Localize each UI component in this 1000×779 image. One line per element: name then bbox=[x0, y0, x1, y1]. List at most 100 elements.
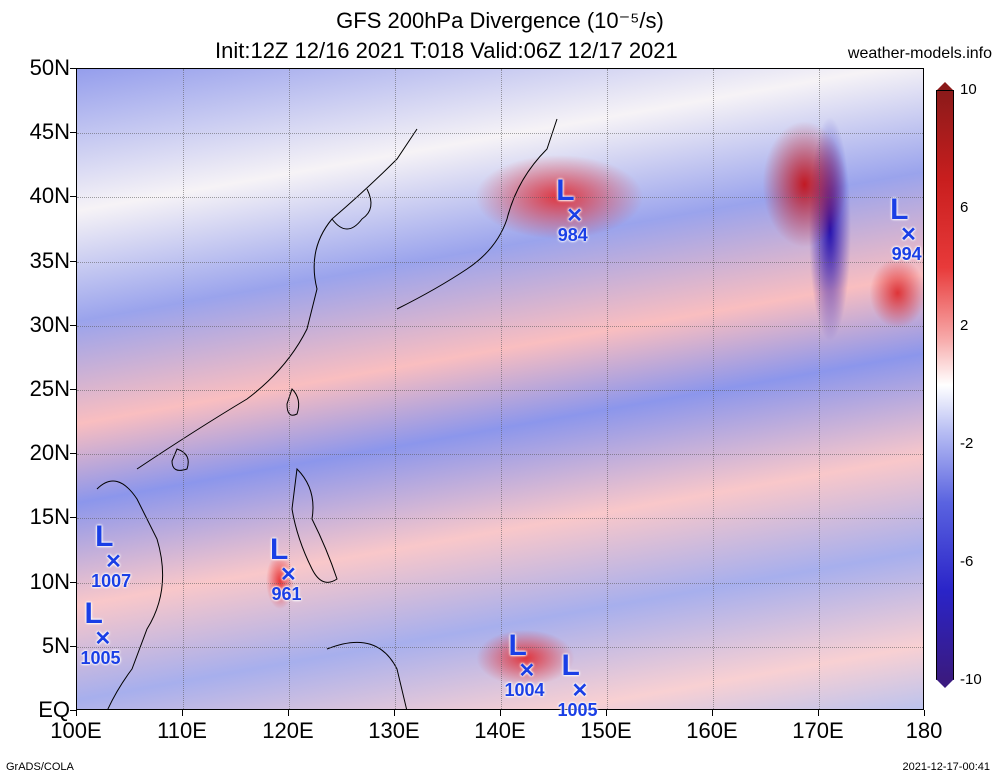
gridline-lat bbox=[77, 390, 923, 391]
low-pressure-value: 1004 bbox=[504, 680, 545, 701]
low-pressure-value: 961 bbox=[271, 584, 302, 605]
coastline-borneo bbox=[326, 641, 408, 709]
x-tick-label: 110E bbox=[157, 718, 207, 743]
y-tick-label: 40N bbox=[29, 183, 70, 209]
colorbar-bottom-arrow bbox=[936, 679, 954, 688]
y-tick bbox=[70, 68, 76, 69]
low-pressure-value: 1005 bbox=[80, 648, 121, 669]
y-tick bbox=[70, 260, 76, 262]
low-center-icon: ✕ bbox=[105, 551, 122, 574]
y-tick bbox=[70, 453, 76, 455]
colorbar bbox=[936, 90, 954, 680]
low-letter: L bbox=[270, 533, 289, 567]
colorbar-label: 6 bbox=[960, 199, 969, 216]
x-tick bbox=[500, 710, 501, 716]
y-tick bbox=[70, 389, 76, 390]
y-tick-label: 50N bbox=[29, 55, 70, 80]
coastline-korea bbox=[331, 188, 372, 230]
low-letter: L bbox=[556, 173, 575, 207]
footer-right: 2021-12-17-00:41 bbox=[902, 761, 990, 773]
x-tick-label: 120E bbox=[262, 718, 314, 743]
x-tick bbox=[606, 710, 607, 716]
gridline-lon bbox=[607, 69, 608, 709]
low-center-icon: ✕ bbox=[571, 679, 589, 702]
low-letter: L bbox=[508, 629, 527, 663]
x-tick bbox=[394, 710, 395, 716]
coastline-indochina bbox=[96, 480, 164, 709]
x-tick bbox=[182, 710, 183, 716]
chart-subtitle: Init:12Z 12/16 2021 T:018 Valid:06Z 12/1… bbox=[215, 38, 678, 63]
gridline-lat bbox=[77, 518, 923, 520]
x-tick bbox=[288, 710, 289, 716]
low-center-icon: ✕ bbox=[94, 628, 112, 651]
y-tick-label: 5N bbox=[41, 632, 70, 658]
low-pressure-value: 984 bbox=[557, 224, 588, 245]
x-tick bbox=[76, 710, 77, 716]
low-center-icon: ✕ bbox=[566, 204, 583, 227]
x-tick-label: 140E bbox=[474, 718, 526, 743]
y-tick-label: 30N bbox=[29, 311, 70, 337]
gridline-lon bbox=[501, 69, 502, 709]
x-tick-label: 180 bbox=[905, 718, 943, 743]
y-tick-label: 10N bbox=[29, 568, 70, 594]
y-tick bbox=[70, 645, 76, 647]
gridline-lat bbox=[77, 197, 923, 199]
x-tick-label: 150E bbox=[580, 718, 632, 743]
colorbar-label: -2 bbox=[960, 435, 974, 452]
gridline-lat bbox=[77, 133, 923, 135]
gridline-lat bbox=[77, 261, 923, 263]
colorbar-top-arrow bbox=[936, 82, 954, 91]
y-tick-label: 25N bbox=[29, 376, 70, 401]
low-letter: L bbox=[890, 192, 909, 226]
x-tick-label: 130E bbox=[368, 718, 420, 743]
gridline-lat bbox=[77, 582, 923, 584]
low-center-icon: ✕ bbox=[280, 564, 297, 587]
x-tick-label: 160E bbox=[686, 718, 738, 743]
chart-title: GFS 200hPa Divergence (10⁻⁵/s) bbox=[336, 8, 664, 33]
y-tick bbox=[70, 710, 76, 711]
y-tick-label: 45N bbox=[29, 119, 70, 145]
low-pressure-value: 1005 bbox=[557, 699, 598, 720]
divergence-field bbox=[77, 69, 923, 709]
gridline-lon bbox=[819, 69, 820, 709]
gridline-lon bbox=[289, 69, 290, 709]
x-tick-label: 100E bbox=[50, 718, 102, 743]
y-tick bbox=[70, 196, 76, 198]
coastline-japan bbox=[396, 118, 558, 310]
low-letter: L bbox=[95, 520, 114, 554]
gridline-lat bbox=[77, 646, 923, 648]
gridline-lat bbox=[77, 325, 923, 327]
y-tick-label: EQ bbox=[38, 697, 70, 722]
colorbar-label: -6 bbox=[960, 553, 974, 570]
x-tick-label: 170E bbox=[792, 718, 844, 743]
y-tick bbox=[70, 581, 76, 583]
y-tick-label: 15N bbox=[29, 504, 70, 530]
colorbar-label: -10 bbox=[960, 671, 982, 688]
site-label: weather-models.info bbox=[847, 45, 992, 62]
y-tick bbox=[70, 132, 76, 134]
coastline-philippines bbox=[291, 467, 338, 583]
y-tick bbox=[70, 517, 76, 519]
gridline-lon bbox=[713, 69, 714, 709]
x-tick bbox=[924, 710, 925, 716]
coastline-taiwan bbox=[286, 388, 300, 416]
y-tick bbox=[70, 324, 76, 326]
x-tick bbox=[712, 710, 713, 716]
low-center-icon: ✕ bbox=[900, 223, 917, 246]
footer-left: GrADS/COLA bbox=[6, 761, 74, 773]
gridline-lat bbox=[77, 454, 923, 456]
low-letter: L bbox=[84, 597, 103, 631]
gridline-lon bbox=[395, 69, 396, 709]
low-center-icon: ✕ bbox=[518, 660, 536, 683]
colorbar-label: 10 bbox=[960, 81, 977, 98]
y-tick-label: 20N bbox=[29, 440, 70, 466]
low-pressure-value: 994 bbox=[891, 243, 922, 264]
coastline-china bbox=[136, 128, 418, 470]
gridline-lon bbox=[183, 69, 184, 709]
x-tick bbox=[818, 710, 819, 716]
y-tick-label: 35N bbox=[29, 247, 70, 273]
colorbar-label: 2 bbox=[960, 317, 969, 334]
coastline-hainan bbox=[171, 448, 189, 471]
low-pressure-value: 1007 bbox=[91, 571, 132, 592]
map-plot-area bbox=[76, 68, 924, 710]
